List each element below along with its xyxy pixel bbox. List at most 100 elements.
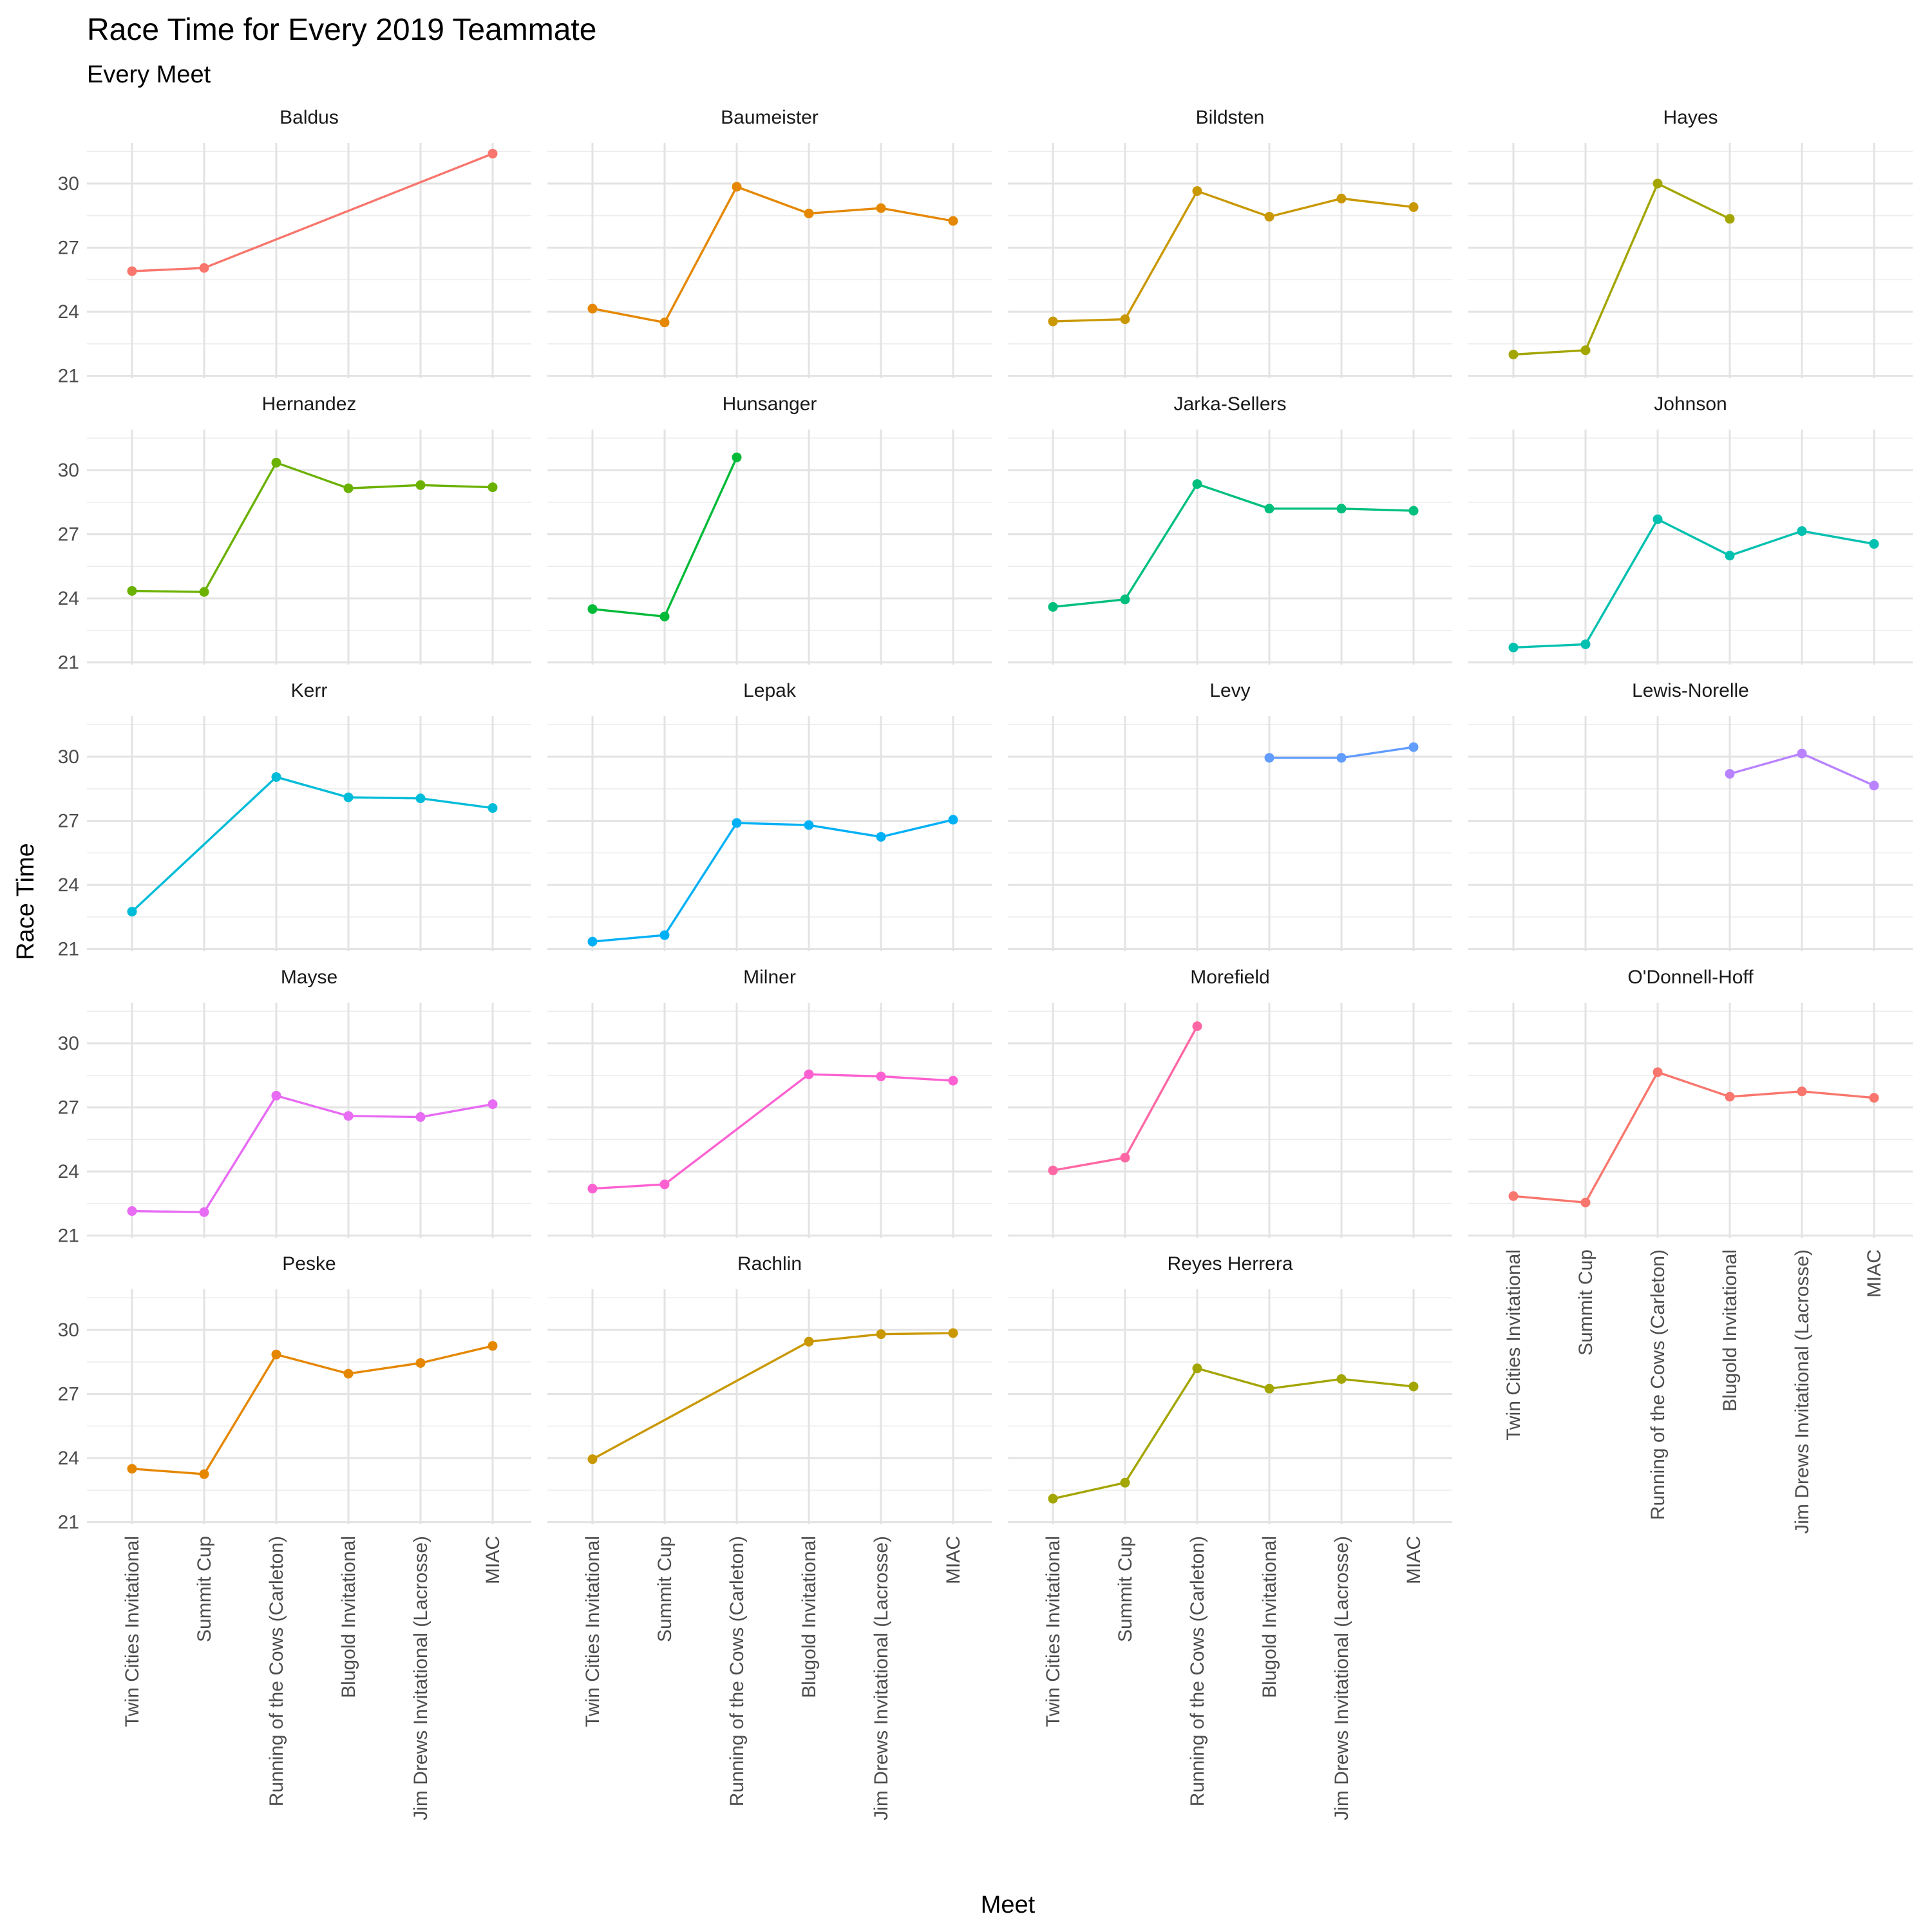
panel-johnson: Johnson (1468, 393, 1913, 665)
data-point (1869, 539, 1879, 549)
data-point (415, 480, 426, 490)
series-line (131, 1094, 493, 1213)
data-point (343, 483, 354, 493)
panel-milner: Milner (547, 967, 992, 1238)
x-tick-label: Jim Drews Invitational (Lacrosse) (410, 1536, 431, 1821)
series-line (1513, 1070, 1875, 1204)
strip-label: Hunsanger (723, 393, 817, 415)
x-tick-label: MIAC (943, 1536, 964, 1584)
x-tick-label: Blugold Invitational (338, 1536, 359, 1698)
data-point (127, 266, 137, 276)
data-point (659, 930, 670, 940)
data-point (1048, 1165, 1058, 1175)
panel-mayse: Mayse 21 24 27 30 (58, 967, 531, 1247)
panel-o-donnell-hoff: O'Donnell-Hoff Twin Cities Invitational Su… (1468, 967, 1913, 1534)
y-tick-label: 27 (58, 1097, 79, 1119)
data-point (1797, 748, 1807, 759)
series-line (1052, 189, 1414, 323)
data-point (804, 1336, 814, 1347)
data-point (1869, 781, 1879, 791)
strip-label: Kerr (291, 680, 328, 701)
y-tick-label: 24 (58, 301, 79, 323)
strip-label: Levy (1209, 680, 1250, 701)
data-point (587, 303, 598, 314)
data-point (1120, 1153, 1130, 1163)
data-point (1725, 1092, 1735, 1102)
data-point (343, 1111, 354, 1121)
data-point (876, 203, 886, 213)
x-tick-label: MIAC (482, 1536, 504, 1584)
series-line (1052, 482, 1414, 609)
data-point (199, 587, 209, 597)
panel-jarka-sellers: Jarka-Sellers (1008, 393, 1452, 665)
data-point (659, 317, 670, 328)
y-tick-label: 27 (58, 811, 79, 832)
y-tick-label: 27 (58, 1384, 79, 1405)
data-point (271, 1090, 281, 1101)
data-point (876, 831, 886, 842)
data-point (488, 149, 498, 159)
data-point (587, 936, 598, 947)
data-point (1408, 742, 1419, 752)
data-point (127, 1206, 137, 1217)
strip-label: Milner (743, 967, 796, 988)
chart-title: Race Time for Every 2019 Teammate (87, 13, 596, 47)
data-point (415, 1112, 426, 1122)
x-tick-label: Summit Cup (1115, 1536, 1136, 1642)
data-point (1048, 1493, 1058, 1504)
data-point (1336, 504, 1347, 514)
y-tick-label: 24 (58, 1448, 79, 1469)
chart-subtitle: Every Meet (87, 61, 211, 88)
data-point (1408, 1381, 1419, 1392)
panel-baumeister: Baumeister (547, 107, 992, 378)
data-point (587, 604, 598, 614)
data-point (1508, 642, 1519, 652)
y-tick-label: 21 (58, 652, 79, 674)
x-axis-title: Meet (981, 1891, 1036, 1918)
data-point (1048, 601, 1058, 612)
x-tick-label: Twin Cities Invitational (582, 1536, 603, 1727)
strip-label: Bildsten (1196, 107, 1265, 128)
data-point (732, 818, 742, 828)
data-point (199, 1207, 209, 1217)
x-tick-label: Jim Drews Invitational (Lacrosse) (1331, 1536, 1352, 1821)
panel-rachlin: Rachlin Twin Cities Invitational Summit Cu… (547, 1253, 992, 1821)
series-line (592, 1332, 954, 1461)
y-tick-label: 24 (58, 875, 79, 896)
y-tick-label: 27 (58, 238, 79, 259)
y-tick-label: 30 (58, 746, 79, 768)
data-point (659, 611, 670, 621)
data-point (199, 1469, 209, 1479)
data-point (1797, 526, 1807, 536)
y-axis-title: Race Time (12, 843, 39, 960)
x-tick-label: Blugold Invitational (1259, 1536, 1280, 1698)
data-point (1336, 193, 1347, 204)
data-point (876, 1329, 886, 1340)
data-point (271, 457, 281, 468)
data-point (1725, 214, 1735, 224)
data-point (488, 1099, 498, 1110)
x-tick-label: MIAC (1403, 1536, 1425, 1584)
data-point (343, 792, 354, 802)
series-line (131, 461, 493, 593)
strip-label: Jarka-Sellers (1173, 393, 1286, 415)
data-point (488, 482, 498, 493)
data-point (1797, 1086, 1807, 1097)
data-point (1725, 551, 1735, 561)
strip-label: Rachlin (737, 1253, 802, 1274)
data-point (1120, 1477, 1130, 1488)
panel-lepak: Lepak (547, 680, 992, 951)
panel-bildsten: Bildsten (1008, 107, 1452, 378)
strip-label: Baumeister (721, 107, 819, 128)
series-line (592, 819, 954, 943)
series-line (1513, 518, 1875, 649)
panel-hayes: Hayes (1468, 107, 1913, 378)
data-point (1192, 186, 1202, 196)
y-tick-label: 21 (58, 939, 79, 960)
x-tick-label: Blugold Invitational (799, 1536, 820, 1698)
panel-hunsanger: Hunsanger (547, 393, 992, 665)
x-tick-label: Running of the Cows (Carleton) (1647, 1249, 1669, 1520)
data-point (948, 1075, 958, 1086)
panel-morefield: Morefield (1008, 967, 1452, 1238)
